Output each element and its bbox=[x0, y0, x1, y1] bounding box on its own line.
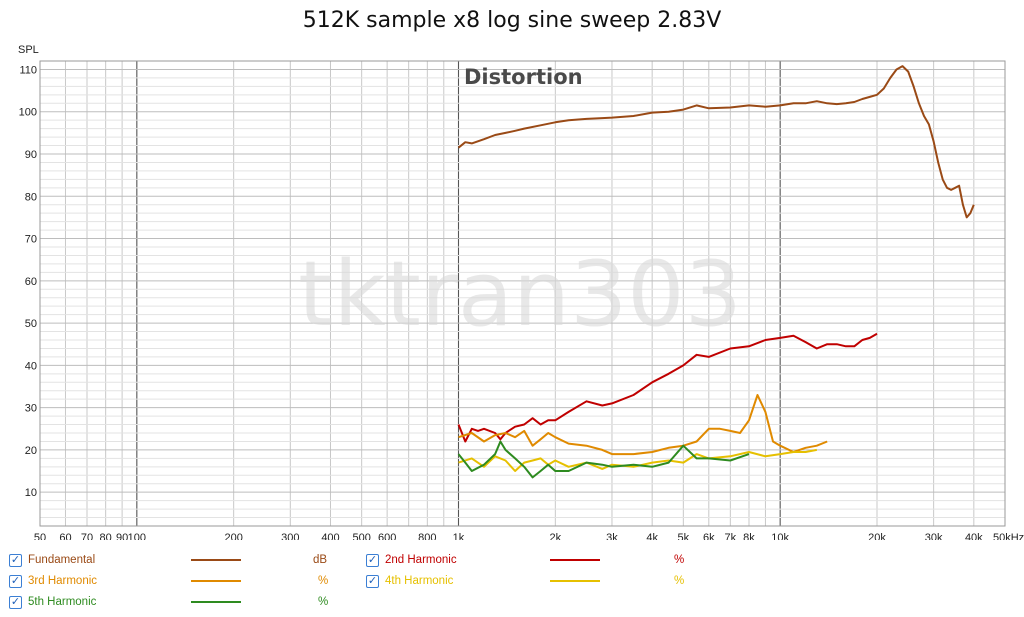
x-tick-label: 90 bbox=[116, 532, 128, 540]
legend-unit: % bbox=[318, 575, 329, 587]
legend-label: Fundamental bbox=[28, 554, 96, 566]
x-tick-label: 70 bbox=[81, 532, 93, 540]
x-tick-label: 600 bbox=[378, 532, 396, 540]
y-tick-label: 100 bbox=[19, 107, 37, 119]
y-tick-label: 30 bbox=[25, 403, 37, 415]
legend-item-5th-harmonic: ✓ 5th Harmonic% bbox=[9, 593, 339, 611]
legend-item-3rd-harmonic: ✓ 3rd Harmonic% bbox=[9, 572, 339, 590]
y-tick-label: 90 bbox=[25, 149, 37, 161]
x-tick-label: 1k bbox=[453, 532, 465, 540]
legend-item-4th-harmonic: ✓ 4th Harmonic% bbox=[366, 572, 696, 590]
x-axis-ticks: 50 60 70 80 90 100 200 300 400 500 600 800 1k 2k 3k 4k 5… bbox=[34, 532, 1024, 540]
x-tick-label: 40k bbox=[965, 532, 983, 540]
y-tick-label: 20 bbox=[25, 445, 37, 457]
legend-swatch bbox=[550, 580, 600, 582]
x-tick-label: 400 bbox=[321, 532, 339, 540]
x-tick-label: 8k bbox=[743, 532, 755, 540]
x-tick-label: 2k bbox=[550, 532, 562, 540]
legend-label: 2nd Harmonic bbox=[385, 554, 457, 566]
series-line-3rd-harmonic bbox=[458, 394, 828, 456]
legend-label: 5th Harmonic bbox=[28, 596, 97, 608]
legend-item-2nd-harmonic: ✓ 2nd Harmonic% bbox=[366, 551, 696, 569]
legend-checkbox-3rd-harmonic[interactable]: ✓ bbox=[9, 574, 22, 588]
x-tick-label: 30k bbox=[925, 532, 943, 540]
series-line-fundamental bbox=[457, 65, 975, 219]
series-line-4th-harmonic bbox=[458, 448, 817, 472]
x-tick-label: 50kHz bbox=[993, 532, 1024, 540]
legend-swatch bbox=[191, 580, 241, 582]
legend-unit: % bbox=[674, 575, 685, 587]
y-tick-label: 110 bbox=[19, 64, 37, 76]
x-tick-label: 20k bbox=[868, 532, 886, 540]
y-tick-label: 40 bbox=[25, 360, 37, 372]
y-tick-label: 50 bbox=[25, 318, 37, 330]
legend-swatch bbox=[191, 601, 241, 603]
distortion-annotation: Distortion bbox=[464, 65, 583, 89]
x-tick-label: 100 bbox=[128, 532, 146, 540]
legend-unit: dB bbox=[313, 554, 328, 566]
y-tick-label: 70 bbox=[25, 234, 37, 246]
x-tick-label: 500 bbox=[352, 532, 370, 540]
chart-title: 512K sample x8 log sine sweep 2.83V bbox=[302, 8, 722, 33]
series-line-2nd-harmonic bbox=[457, 332, 878, 443]
x-tick-label: 300 bbox=[281, 532, 299, 540]
x-tick-label: 50 bbox=[34, 532, 46, 540]
legend-checkbox-4th-harmonic[interactable]: ✓ bbox=[366, 574, 379, 588]
grid-lines bbox=[39, 61, 1006, 526]
series-line-5th-harmonic bbox=[457, 440, 750, 479]
x-tick-label: 10k bbox=[771, 532, 789, 540]
legend-swatch bbox=[550, 559, 600, 561]
x-tick-label: 6k bbox=[703, 532, 715, 540]
y-tick-label: 80 bbox=[25, 191, 37, 203]
legend-unit: % bbox=[318, 596, 329, 608]
x-tick-label: 800 bbox=[418, 532, 436, 540]
watermark: tktran303 bbox=[298, 242, 742, 347]
legend-item-fundamental: ✓ Fundamental dB bbox=[9, 551, 339, 569]
x-tick-label: 7k bbox=[725, 532, 737, 540]
x-tick-label: 3k bbox=[606, 532, 618, 540]
x-tick-label: 80 bbox=[100, 532, 112, 540]
y-tick-label: 60 bbox=[25, 276, 37, 288]
legend-label: 3rd Harmonic bbox=[28, 575, 98, 587]
legend-swatch bbox=[191, 559, 241, 561]
x-tick-label: 4k bbox=[646, 532, 658, 540]
x-tick-label: 200 bbox=[224, 532, 242, 540]
legend-unit: % bbox=[674, 554, 685, 566]
legend-checkbox-5th-harmonic[interactable]: ✓ bbox=[9, 595, 22, 609]
series-lines bbox=[457, 65, 975, 479]
x-tick-label: 5k bbox=[678, 532, 690, 540]
legend-label: 4th Harmonic bbox=[385, 575, 454, 587]
x-tick-label: 60 bbox=[59, 532, 71, 540]
y-axis-ticks: 10 20 30 40 50 60 70 80 90 100 110 bbox=[19, 64, 37, 499]
y-tick-label: 10 bbox=[25, 487, 37, 499]
y-axis-label: SPL bbox=[18, 44, 39, 56]
legend-checkbox-2nd-harmonic[interactable]: ✓ bbox=[366, 553, 379, 567]
plot-border bbox=[39, 60, 1006, 527]
legend-checkbox-fundamental[interactable]: ✓ bbox=[9, 553, 22, 567]
